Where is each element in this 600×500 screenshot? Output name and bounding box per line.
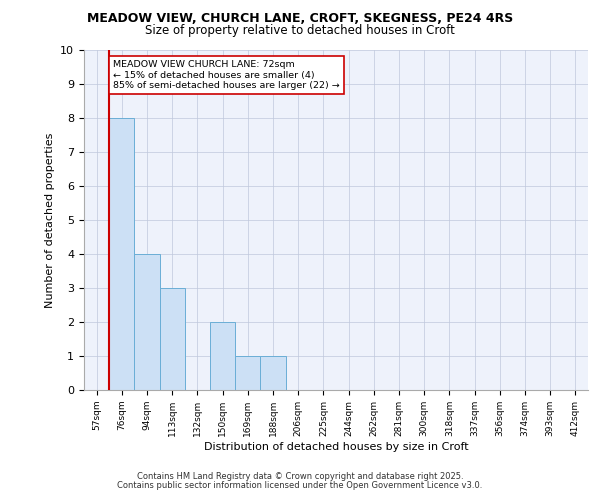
Y-axis label: Number of detached properties: Number of detached properties [45, 132, 55, 308]
Bar [210, 322, 235, 390]
Text: MEADOW VIEW, CHURCH LANE, CROFT, SKEGNESS, PE24 4RS: MEADOW VIEW, CHURCH LANE, CROFT, SKEGNES… [87, 12, 513, 26]
Bar [260, 356, 286, 390]
Text: Contains public sector information licensed under the Open Government Licence v3: Contains public sector information licen… [118, 481, 482, 490]
Text: MEADOW VIEW CHURCH LANE: 72sqm
← 15% of detached houses are smaller (4)
85% of s: MEADOW VIEW CHURCH LANE: 72sqm ← 15% of … [113, 60, 340, 90]
Bar [109, 118, 134, 390]
Bar [235, 356, 260, 390]
Text: Size of property relative to detached houses in Croft: Size of property relative to detached ho… [145, 24, 455, 37]
X-axis label: Distribution of detached houses by size in Croft: Distribution of detached houses by size … [203, 442, 469, 452]
Bar [160, 288, 185, 390]
Text: Contains HM Land Registry data © Crown copyright and database right 2025.: Contains HM Land Registry data © Crown c… [137, 472, 463, 481]
Bar [134, 254, 160, 390]
